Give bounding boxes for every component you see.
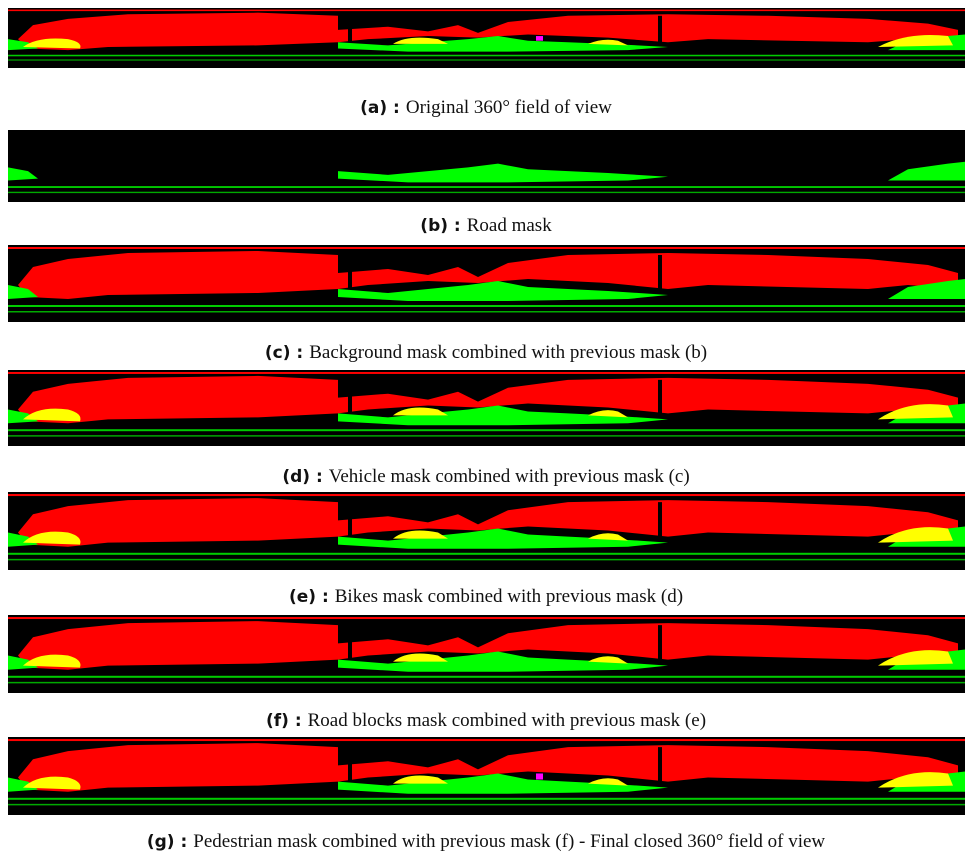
caption-label: (e) : [289, 587, 329, 607]
caption-text: Road blocks mask combined with previous … [308, 710, 706, 731]
caption: (e) : Bikes mask combined with previous m… [0, 586, 972, 608]
pedestrian-mask [536, 36, 543, 41]
caption-label: (b) : [420, 216, 460, 236]
road-line [8, 804, 965, 806]
pole [658, 625, 662, 666]
caption-label: (f) : [266, 711, 302, 731]
background-stripe [8, 372, 965, 374]
caption-text: Background mask combined with previous m… [309, 342, 707, 363]
background-stripe [8, 494, 965, 496]
figure-page: {"panels": [ {"label": "(a) :", "caption… [0, 0, 972, 861]
road-line [8, 559, 965, 561]
caption-text: Pedestrian mask combined with previous m… [193, 831, 825, 852]
road-line [8, 798, 965, 800]
caption-text: Road mask [467, 215, 552, 236]
background-stripe [8, 247, 965, 249]
caption-label: (c) : [265, 343, 303, 363]
pole [658, 747, 662, 788]
road-line [8, 435, 965, 436]
caption-text: Vehicle mask combined with previous mask… [329, 466, 690, 487]
caption-text: Original 360° field of view [406, 97, 612, 118]
pole [658, 502, 662, 543]
road-line [8, 682, 965, 684]
caption-label: (a) : [360, 98, 400, 118]
mask-image [8, 245, 965, 322]
road-line [8, 59, 965, 60]
road-line [8, 192, 965, 193]
caption: (b) : Road mask [0, 215, 972, 237]
road-line [8, 553, 965, 555]
background-stripe [8, 10, 965, 12]
mask-image [8, 737, 965, 815]
background-stripe [8, 617, 965, 619]
background-stripe [8, 739, 965, 741]
road-line [8, 429, 965, 431]
caption: (f) : Road blocks mask combined with prev… [0, 710, 972, 732]
caption-label: (d) : [282, 467, 322, 487]
mask-image [8, 8, 965, 68]
pole [658, 16, 662, 47]
pole [658, 255, 662, 295]
mask-image [8, 130, 965, 202]
caption: (a) : Original 360° field of view [0, 97, 972, 119]
caption: (d) : Vehicle mask combined with previous… [0, 466, 972, 488]
caption-text: Bikes mask combined with previous mask (… [335, 586, 683, 607]
mask-image [8, 615, 965, 693]
road-line [8, 186, 965, 188]
pedestrian-mask [536, 773, 543, 779]
mask-image [8, 370, 965, 446]
road-line [8, 55, 965, 57]
pole [658, 380, 662, 419]
caption: (g) : Pedestrian mask combined with previ… [0, 831, 972, 853]
road-line [8, 311, 965, 313]
caption-label: (g) : [147, 832, 187, 852]
road-line [8, 676, 965, 678]
mask-image [8, 492, 965, 570]
caption: (c) : Background mask combined with previ… [0, 342, 972, 364]
road-line [8, 305, 965, 307]
